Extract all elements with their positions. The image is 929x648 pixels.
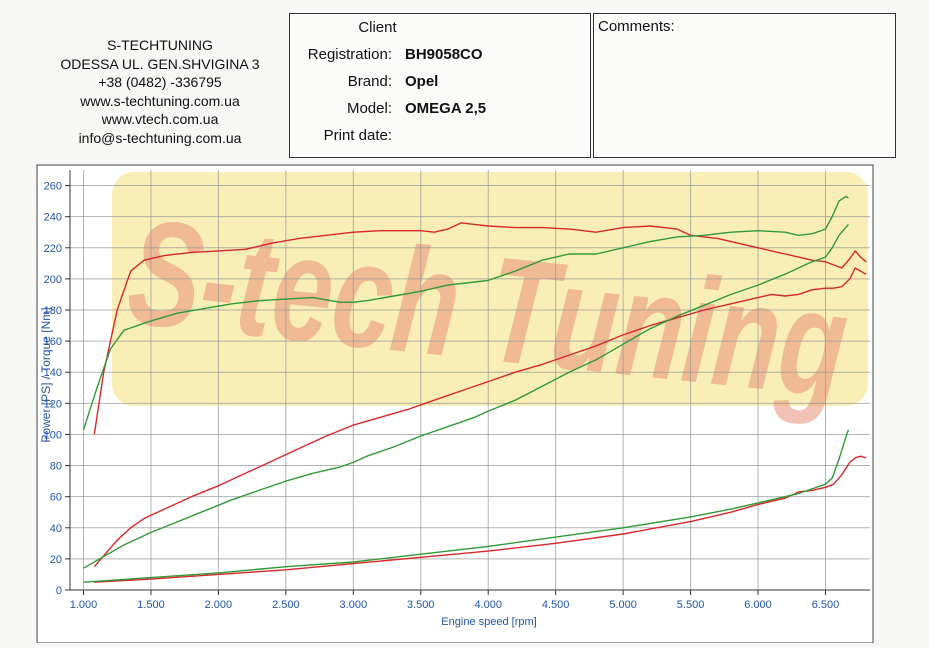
y-axis-label: Power [PS] / Torque [Nm] — [39, 307, 53, 442]
chart-series — [82, 195, 867, 583]
series-line-6 — [83, 429, 850, 583]
y-tick-label: 180 — [44, 305, 62, 317]
company-info: S-TECHTUNING ODESSA UL. GEN.SHVIGINA 3 +… — [40, 36, 280, 147]
chart-grid — [70, 170, 870, 591]
y-tick-label: 20 — [50, 554, 62, 566]
watermark: S-tech Tuning — [112, 172, 868, 429]
y-tick-label: 40 — [50, 523, 62, 535]
company-website-2: www.vtech.com.ua — [101, 111, 219, 127]
brand-label: Brand: — [347, 73, 392, 90]
x-tick-label: 5.000 — [609, 599, 637, 611]
model-label: Model: — [346, 100, 392, 117]
x-tick-label: 5.500 — [677, 599, 705, 611]
y-tick-label: 0 — [56, 585, 62, 597]
dyno-chart-svg: S-tech Tuning 0 20 40 60 80 100 120 140 160 180 20… — [36, 164, 874, 644]
series-line-3 — [93, 267, 867, 568]
company-phone: +38 (0482) -336795 — [98, 74, 222, 90]
x-tick-label: 2.500 — [272, 599, 300, 611]
x-tick-label: 6.500 — [812, 599, 840, 611]
x-tick-label: 6.000 — [744, 599, 772, 611]
series-line-1 — [93, 222, 867, 435]
series-line-5 — [94, 455, 867, 583]
y-tick-label: 200 — [44, 274, 62, 286]
x-tick-label: 4.000 — [474, 599, 502, 611]
client-title: Client — [358, 19, 397, 36]
x-tick-label: 1.000 — [70, 599, 98, 611]
print-date-label: Print date: — [323, 127, 392, 144]
registration-value: BH9058CO — [405, 46, 483, 63]
company-name: S-TECHTUNING — [107, 37, 213, 53]
y-tick-label: 120 — [44, 398, 62, 410]
client-box: Client Registration: BH9058CO Brand: Ope… — [289, 13, 591, 158]
y-tick-label: 160 — [44, 336, 62, 348]
series-line-4 — [83, 223, 849, 569]
dyno-chart: S-tech Tuning 0 20 40 60 80 100 120 140 160 180 20… — [0, 160, 929, 644]
x-tick-label: 3.500 — [407, 599, 435, 611]
y-tick-label: 140 — [44, 367, 62, 379]
y-tick-label: 60 — [50, 492, 62, 504]
y-tick-label: 260 — [44, 181, 62, 193]
model-value: OMEGA 2,5 — [405, 100, 487, 117]
x-axis-label: Engine speed [rpm] — [441, 616, 536, 628]
x-tick-label: 2.000 — [205, 599, 233, 611]
series-line-2 — [82, 195, 849, 431]
company-website-1: www.s-techtuning.com.ua — [80, 92, 240, 109]
x-tick-label: 3.000 — [340, 599, 368, 611]
x-tick-label: 1.500 — [137, 599, 165, 611]
company-address: ODESSA UL. GEN.SHVIGINA 3 — [60, 55, 260, 72]
y-tick-label: 240 — [44, 212, 62, 224]
y-tick-label: 100 — [44, 429, 62, 441]
y-tick-label: 220 — [44, 243, 62, 255]
comments-title: Comments: — [598, 18, 675, 35]
brand-value: Opel — [405, 73, 439, 90]
y-tick-label: 80 — [50, 461, 62, 473]
chart-axes: 0 20 40 60 80 100 120 140 160 180 200 220 240 260 1.00… — [44, 170, 870, 611]
comments-box: Comments: — [593, 13, 896, 158]
x-tick-label: 4.500 — [542, 599, 570, 611]
company-email: info@s-techtuning.com.ua — [78, 129, 242, 146]
registration-label: Registration: — [307, 46, 392, 63]
